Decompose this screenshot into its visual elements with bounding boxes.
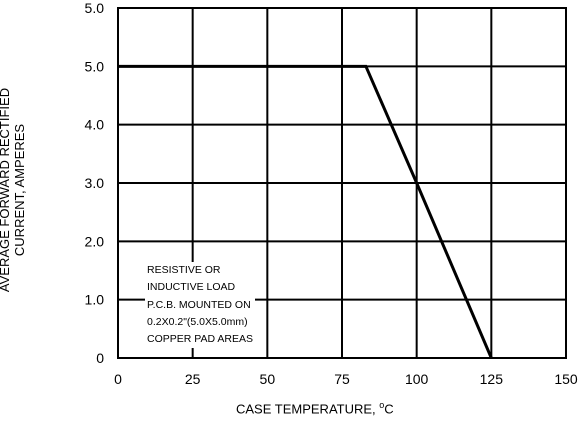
y-tick-labels: 0 1.0 2.0 3.0 4.0 5.0 5.0 (85, 0, 105, 366)
note-line-4: 0.2X0.2"(5.0X5.0mm) (147, 315, 248, 328)
y-axis-label-line-1: AVERAGE FORWARD RECTIFIED (0, 87, 12, 293)
x-axis-unit: C (384, 401, 394, 417)
x-tick-label: 50 (260, 371, 276, 387)
x-tick-label: 0 (114, 371, 122, 387)
note-line-3: P.C.B. MOUNTED ON (147, 298, 251, 311)
x-axis-label-text: CASE TEMPERATURE, (236, 401, 376, 417)
x-tick-label: 75 (334, 371, 350, 387)
degree-mark: o (379, 400, 385, 410)
x-tick-label: 125 (480, 371, 504, 387)
note-line-1: RESISTIVE OR (147, 264, 221, 276)
y-tick-label: 0 (96, 350, 104, 366)
x-tick-labels: 0 25 50 75 100 125 150 (114, 371, 578, 387)
conditions-note: RESISTIVE OR INDUCTIVE LOAD P.C.B. MOUNT… (145, 262, 256, 349)
y-tick-label: 5.0 (85, 58, 105, 74)
plot-frame (117, 7, 567, 359)
x-tick-label: 150 (554, 371, 578, 387)
y-axis-label-line-2: CURRENT, AMPERES (12, 123, 27, 257)
x-tick-label: 100 (405, 371, 429, 387)
y-tick-label: 5.0 (85, 0, 105, 16)
note-line-5: COPPER PAD AREAS (147, 333, 254, 346)
y-tick-label: 2.0 (85, 233, 105, 249)
y-tick-label: 3.0 (85, 175, 105, 191)
x-axis-label: CASE TEMPERATURE, oC (236, 400, 394, 416)
y-tick-label: 1.0 (85, 292, 105, 308)
derating-curve (118, 64, 493, 359)
y-tick-label: 4.0 (85, 117, 105, 133)
x-tick-label: 25 (185, 371, 201, 387)
note-line-2: INDUCTIVE LOAD (147, 281, 236, 294)
